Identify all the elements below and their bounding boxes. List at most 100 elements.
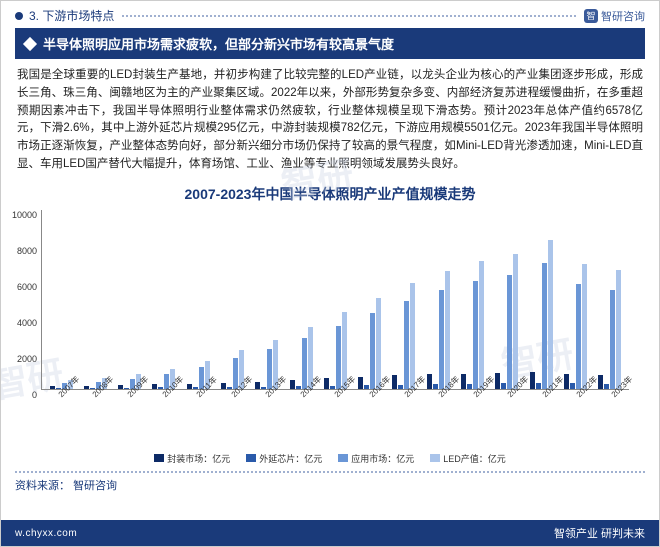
- footer-url: w.chyxx.com: [15, 528, 77, 539]
- bar: [507, 275, 512, 388]
- bar: [501, 383, 506, 388]
- bar: [50, 386, 55, 389]
- year-group: [358, 298, 381, 389]
- bar: [255, 382, 260, 389]
- x-label: 2022年: [574, 388, 585, 399]
- x-label: 2020年: [505, 388, 516, 399]
- bar: [290, 380, 295, 389]
- brand-name: 智研咨询: [601, 8, 645, 24]
- bar: [358, 377, 363, 389]
- bar-chart: 0200040006000800010000 2007年2008年2009年20…: [41, 210, 629, 420]
- legend-swatch: [154, 454, 164, 462]
- bar: [610, 290, 615, 389]
- bar: [461, 374, 466, 389]
- bar: [582, 264, 587, 389]
- plot-area: [41, 210, 629, 390]
- x-label: 2011年: [194, 388, 205, 399]
- legend-item: 封装市场：亿元: [154, 452, 230, 465]
- source-row: 资料来源： 智研咨询: [15, 471, 645, 493]
- brand-icon: 智: [584, 9, 598, 23]
- bullet-icon: [15, 12, 23, 20]
- x-label: 2019年: [471, 388, 482, 399]
- legend-item: LED产值：亿元: [430, 452, 506, 465]
- legend-label: LED产值：亿元: [443, 452, 506, 465]
- chart-title: 2007-2023年中国半导体照明产业产值规模走势: [1, 184, 659, 204]
- legend-label: 应用市场：亿元: [351, 452, 414, 465]
- bar: [598, 375, 603, 389]
- legend-swatch: [246, 454, 256, 462]
- bar: [84, 386, 89, 389]
- year-group: [564, 264, 587, 389]
- bar: [404, 301, 409, 389]
- year-group: [290, 327, 313, 389]
- year-group: [392, 283, 415, 389]
- x-axis-labels: 2007年2008年2009年2010年2011年2012年2013年2014年…: [41, 392, 629, 403]
- year-group: [461, 261, 484, 389]
- x-label: 2023年: [609, 388, 620, 399]
- section-title: 3. 下游市场特点: [29, 7, 114, 24]
- legend-item: 应用市场：亿元: [338, 452, 414, 465]
- bar: [570, 383, 575, 388]
- source-label: 资料来源：: [15, 480, 70, 492]
- bar: [445, 271, 450, 389]
- legend-item: 外延芯片：亿元: [246, 452, 322, 465]
- x-label: 2010年: [160, 388, 171, 399]
- year-group: [598, 270, 621, 388]
- bar: [542, 263, 547, 389]
- legend-swatch: [430, 454, 440, 462]
- bar: [548, 240, 553, 389]
- body-paragraph: 我国是全球重要的LED封装生产基地，并初步构建了比较完整的LED产业链，以龙头企…: [1, 59, 659, 182]
- bar: [376, 298, 381, 389]
- year-group: [324, 312, 347, 389]
- bar: [536, 383, 541, 389]
- x-label: 2013年: [263, 388, 274, 399]
- footer-slogan: 智领产业 研判未来: [554, 525, 645, 541]
- year-group: [495, 254, 518, 389]
- x-label: 2014年: [298, 388, 309, 399]
- x-label: 2015年: [332, 388, 343, 399]
- x-label: 2009年: [125, 388, 136, 399]
- bar: [336, 326, 341, 389]
- year-group: [427, 271, 450, 389]
- bar: [118, 385, 123, 389]
- x-label: 2008年: [90, 388, 101, 399]
- bar: [427, 374, 432, 388]
- bar: [410, 283, 415, 389]
- brand-top: 智 智研咨询: [584, 8, 645, 24]
- bar: [513, 254, 518, 389]
- bar: [370, 313, 375, 389]
- bar: [364, 385, 369, 389]
- bar: [604, 384, 609, 389]
- chart-legend: 封装市场：亿元 外延芯片：亿元 应用市场：亿元 LED产值：亿元: [1, 452, 659, 465]
- legend-label: 外延芯片：亿元: [259, 452, 322, 465]
- bars-container: [42, 210, 629, 389]
- x-label: 2007年: [56, 388, 67, 399]
- report-page: 智研 智研 智研 3. 下游市场特点 智 智研咨询 半导体照明应用市场需求疲软，…: [0, 0, 660, 547]
- bar: [398, 385, 403, 389]
- x-label: 2021年: [540, 388, 551, 399]
- legend-swatch: [338, 454, 348, 462]
- bar: [616, 270, 621, 388]
- bar: [576, 284, 581, 388]
- page-footer: w.chyxx.com 智领产业 研判未来: [1, 520, 659, 546]
- headline-text: 半导体照明应用市场需求疲软，但部分新兴市场有较高景气度: [43, 34, 394, 53]
- bar: [187, 384, 192, 389]
- x-label: 2012年: [229, 388, 240, 399]
- bar: [152, 384, 157, 389]
- bar: [392, 375, 397, 389]
- bar: [324, 378, 329, 388]
- section-header: 3. 下游市场特点 智 智研咨询: [1, 1, 659, 28]
- bar: [467, 384, 472, 389]
- bar: [479, 261, 484, 389]
- x-label: 2017年: [402, 388, 413, 399]
- source-value: 智研咨询: [73, 480, 117, 492]
- legend-label: 封装市场：亿元: [167, 452, 230, 465]
- year-group: [530, 240, 553, 389]
- x-label: 2018年: [436, 388, 447, 399]
- diamond-icon: [23, 36, 37, 50]
- x-label: 2016年: [367, 388, 378, 399]
- headline-banner: 半导体照明应用市场需求疲软，但部分新兴市场有较高景气度: [15, 28, 645, 59]
- bar: [302, 338, 307, 388]
- divider-dots: [122, 15, 576, 17]
- bar: [433, 384, 438, 389]
